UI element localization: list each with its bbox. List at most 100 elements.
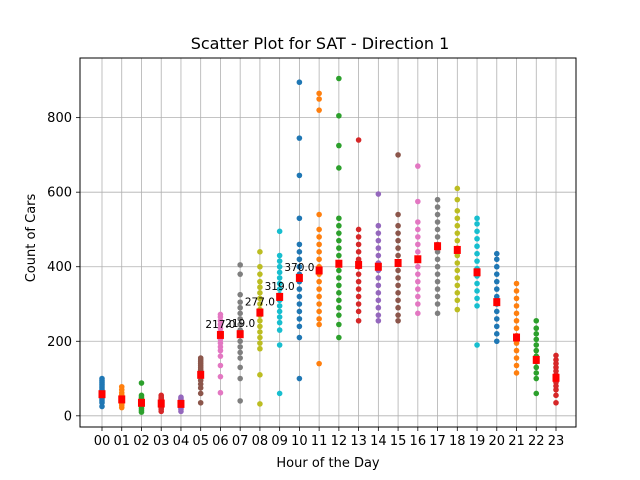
data-point — [513, 310, 520, 317]
data-point — [395, 304, 401, 311]
data-point — [533, 390, 540, 397]
data-point — [336, 142, 342, 149]
data-point — [276, 258, 283, 264]
data-point — [336, 304, 342, 311]
data-point — [197, 355, 204, 361]
data-point — [533, 370, 540, 376]
data-point — [316, 278, 322, 285]
data-point — [513, 362, 520, 369]
data-point — [237, 321, 243, 328]
x-tick-label: 00 — [94, 434, 111, 449]
x-tick-label: 03 — [153, 434, 170, 449]
data-point — [375, 275, 382, 281]
data-point — [336, 222, 342, 229]
data-point — [493, 256, 500, 263]
data-point — [375, 222, 382, 229]
data-point — [276, 319, 283, 326]
data-point — [434, 301, 441, 307]
data-point — [493, 331, 500, 337]
data-point — [316, 211, 322, 218]
data-point — [296, 301, 303, 307]
y-tick-label: 800 — [47, 111, 72, 126]
mean-marker — [236, 330, 244, 339]
data-point — [474, 280, 480, 287]
data-point — [375, 297, 382, 304]
data-point — [454, 282, 461, 289]
x-tick-label: 18 — [449, 434, 466, 449]
data-point — [493, 293, 500, 300]
data-point — [336, 267, 342, 274]
mean-marker — [118, 395, 126, 404]
data-point — [158, 392, 165, 399]
data-point — [375, 245, 382, 251]
data-point — [434, 226, 441, 233]
data-point — [454, 260, 461, 266]
data-point — [237, 344, 243, 350]
data-point — [296, 172, 303, 179]
data-point — [513, 370, 520, 376]
data-point — [257, 263, 263, 270]
data-point — [336, 237, 342, 244]
data-point — [493, 286, 500, 292]
data-point — [415, 263, 421, 270]
data-point — [237, 316, 243, 322]
x-tick-label: 22 — [528, 434, 545, 449]
data-point — [513, 347, 520, 354]
x-tick-label: 11 — [311, 434, 328, 449]
data-point — [257, 329, 263, 335]
data-point — [434, 310, 441, 317]
data-point — [336, 290, 342, 296]
data-point — [434, 256, 441, 263]
data-point — [296, 263, 303, 270]
data-point — [355, 256, 362, 263]
data-point — [197, 390, 204, 397]
data-point — [474, 243, 480, 250]
mean-marker — [374, 262, 382, 271]
data-point — [395, 282, 401, 289]
data-point — [454, 230, 461, 236]
annotation-label: 319.0 — [265, 281, 295, 293]
data-point — [316, 241, 322, 248]
mean-marker — [315, 266, 323, 275]
data-point — [336, 112, 342, 119]
data-point — [395, 222, 401, 229]
data-point — [454, 252, 461, 259]
data-point — [434, 196, 441, 203]
data-point — [434, 249, 441, 255]
data-point — [533, 331, 540, 337]
mean-marker — [513, 333, 521, 342]
mean-marker — [414, 255, 422, 264]
data-point — [237, 299, 243, 305]
data-point — [296, 241, 303, 248]
plot-frame — [79, 57, 577, 428]
data-point — [454, 185, 461, 192]
data-point — [336, 215, 342, 222]
x-tick-label: 14 — [370, 434, 387, 449]
x-tick-label: 15 — [390, 434, 407, 449]
data-point — [237, 304, 243, 311]
data-point — [296, 215, 303, 222]
data-point — [257, 323, 263, 330]
data-point — [474, 235, 480, 242]
data-point — [415, 198, 421, 205]
data-point — [276, 286, 283, 292]
data-point — [415, 293, 421, 300]
data-point — [276, 303, 283, 309]
data-point — [276, 280, 283, 287]
data-point — [276, 252, 283, 259]
data-point — [296, 286, 303, 292]
mean-marker — [177, 399, 185, 408]
x-tick-label: 16 — [410, 434, 427, 449]
mean-marker — [157, 399, 165, 408]
data-point — [138, 392, 145, 399]
data-point — [434, 263, 441, 270]
data-point — [375, 304, 382, 311]
data-point — [336, 165, 342, 171]
x-tick-label: 21 — [508, 434, 525, 449]
data-point — [296, 293, 303, 300]
y-tick-label: 200 — [47, 335, 72, 350]
data-point — [316, 301, 322, 307]
data-point — [276, 308, 283, 315]
y-tick-label: 400 — [47, 260, 72, 275]
mean-marker — [256, 308, 264, 317]
